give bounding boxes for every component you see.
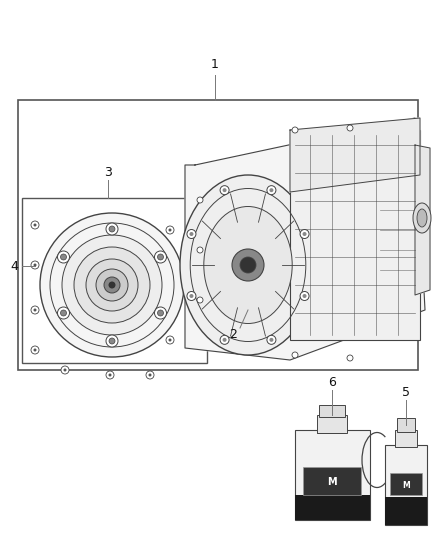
Circle shape bbox=[303, 232, 307, 236]
Circle shape bbox=[300, 230, 309, 238]
Circle shape bbox=[31, 221, 39, 229]
Circle shape bbox=[104, 277, 120, 293]
Circle shape bbox=[197, 297, 203, 303]
Polygon shape bbox=[415, 145, 430, 295]
Circle shape bbox=[106, 335, 118, 347]
Circle shape bbox=[190, 294, 194, 298]
Circle shape bbox=[61, 366, 69, 374]
Circle shape bbox=[292, 352, 298, 358]
Circle shape bbox=[267, 185, 276, 195]
Circle shape bbox=[109, 374, 112, 376]
Circle shape bbox=[96, 269, 128, 301]
Circle shape bbox=[223, 338, 226, 342]
Text: M: M bbox=[327, 477, 337, 487]
Circle shape bbox=[60, 254, 67, 260]
Circle shape bbox=[267, 335, 276, 344]
Circle shape bbox=[60, 310, 67, 316]
Circle shape bbox=[57, 307, 70, 319]
Circle shape bbox=[146, 371, 154, 379]
Circle shape bbox=[64, 368, 67, 372]
Circle shape bbox=[57, 251, 70, 263]
Text: 4: 4 bbox=[10, 260, 18, 272]
Circle shape bbox=[292, 127, 298, 133]
Circle shape bbox=[33, 263, 36, 266]
Circle shape bbox=[269, 338, 273, 342]
Text: 6: 6 bbox=[328, 376, 336, 389]
Circle shape bbox=[240, 257, 256, 273]
Circle shape bbox=[158, 254, 163, 260]
Circle shape bbox=[106, 371, 114, 379]
Circle shape bbox=[300, 292, 309, 301]
Circle shape bbox=[148, 374, 152, 376]
Ellipse shape bbox=[180, 175, 316, 355]
Bar bbox=[390, 473, 422, 495]
Circle shape bbox=[303, 294, 307, 298]
Circle shape bbox=[33, 349, 36, 351]
Circle shape bbox=[158, 310, 163, 316]
Polygon shape bbox=[185, 118, 425, 360]
Circle shape bbox=[169, 338, 172, 342]
Circle shape bbox=[220, 335, 229, 344]
Bar bbox=[319, 405, 345, 417]
Bar bbox=[317, 415, 347, 433]
Bar bbox=[290, 130, 420, 340]
Text: 3: 3 bbox=[104, 166, 112, 179]
Circle shape bbox=[31, 261, 39, 269]
Circle shape bbox=[197, 247, 203, 253]
Polygon shape bbox=[290, 118, 420, 192]
Ellipse shape bbox=[417, 209, 427, 227]
Bar bbox=[397, 418, 415, 432]
Text: 2: 2 bbox=[229, 328, 237, 342]
Bar bbox=[18, 100, 418, 370]
Bar bbox=[385, 445, 427, 525]
Circle shape bbox=[223, 188, 226, 192]
Text: M: M bbox=[402, 481, 410, 489]
Circle shape bbox=[232, 249, 264, 281]
Bar bbox=[385, 497, 427, 525]
Ellipse shape bbox=[204, 206, 292, 324]
Circle shape bbox=[109, 338, 115, 344]
Circle shape bbox=[220, 185, 229, 195]
Circle shape bbox=[169, 229, 172, 231]
Ellipse shape bbox=[413, 203, 431, 233]
Circle shape bbox=[155, 307, 166, 319]
Bar bbox=[395, 430, 417, 447]
Circle shape bbox=[166, 226, 174, 234]
Bar bbox=[295, 495, 370, 520]
Circle shape bbox=[166, 336, 174, 344]
Circle shape bbox=[269, 188, 273, 192]
Bar bbox=[22, 198, 207, 363]
Circle shape bbox=[31, 346, 39, 354]
Circle shape bbox=[187, 292, 196, 301]
Circle shape bbox=[347, 125, 353, 131]
Circle shape bbox=[109, 226, 115, 232]
Circle shape bbox=[187, 230, 196, 238]
Circle shape bbox=[86, 259, 138, 311]
Circle shape bbox=[33, 223, 36, 227]
Circle shape bbox=[155, 251, 166, 263]
Bar bbox=[295, 430, 370, 520]
Circle shape bbox=[62, 235, 162, 335]
Circle shape bbox=[40, 213, 184, 357]
Circle shape bbox=[74, 247, 150, 323]
Text: 5: 5 bbox=[402, 385, 410, 399]
Circle shape bbox=[190, 232, 194, 236]
Bar bbox=[303, 467, 361, 495]
Circle shape bbox=[109, 281, 116, 288]
Circle shape bbox=[31, 306, 39, 314]
Circle shape bbox=[197, 197, 203, 203]
Text: 1: 1 bbox=[211, 59, 219, 71]
Circle shape bbox=[347, 355, 353, 361]
Circle shape bbox=[33, 309, 36, 311]
Circle shape bbox=[106, 223, 118, 235]
